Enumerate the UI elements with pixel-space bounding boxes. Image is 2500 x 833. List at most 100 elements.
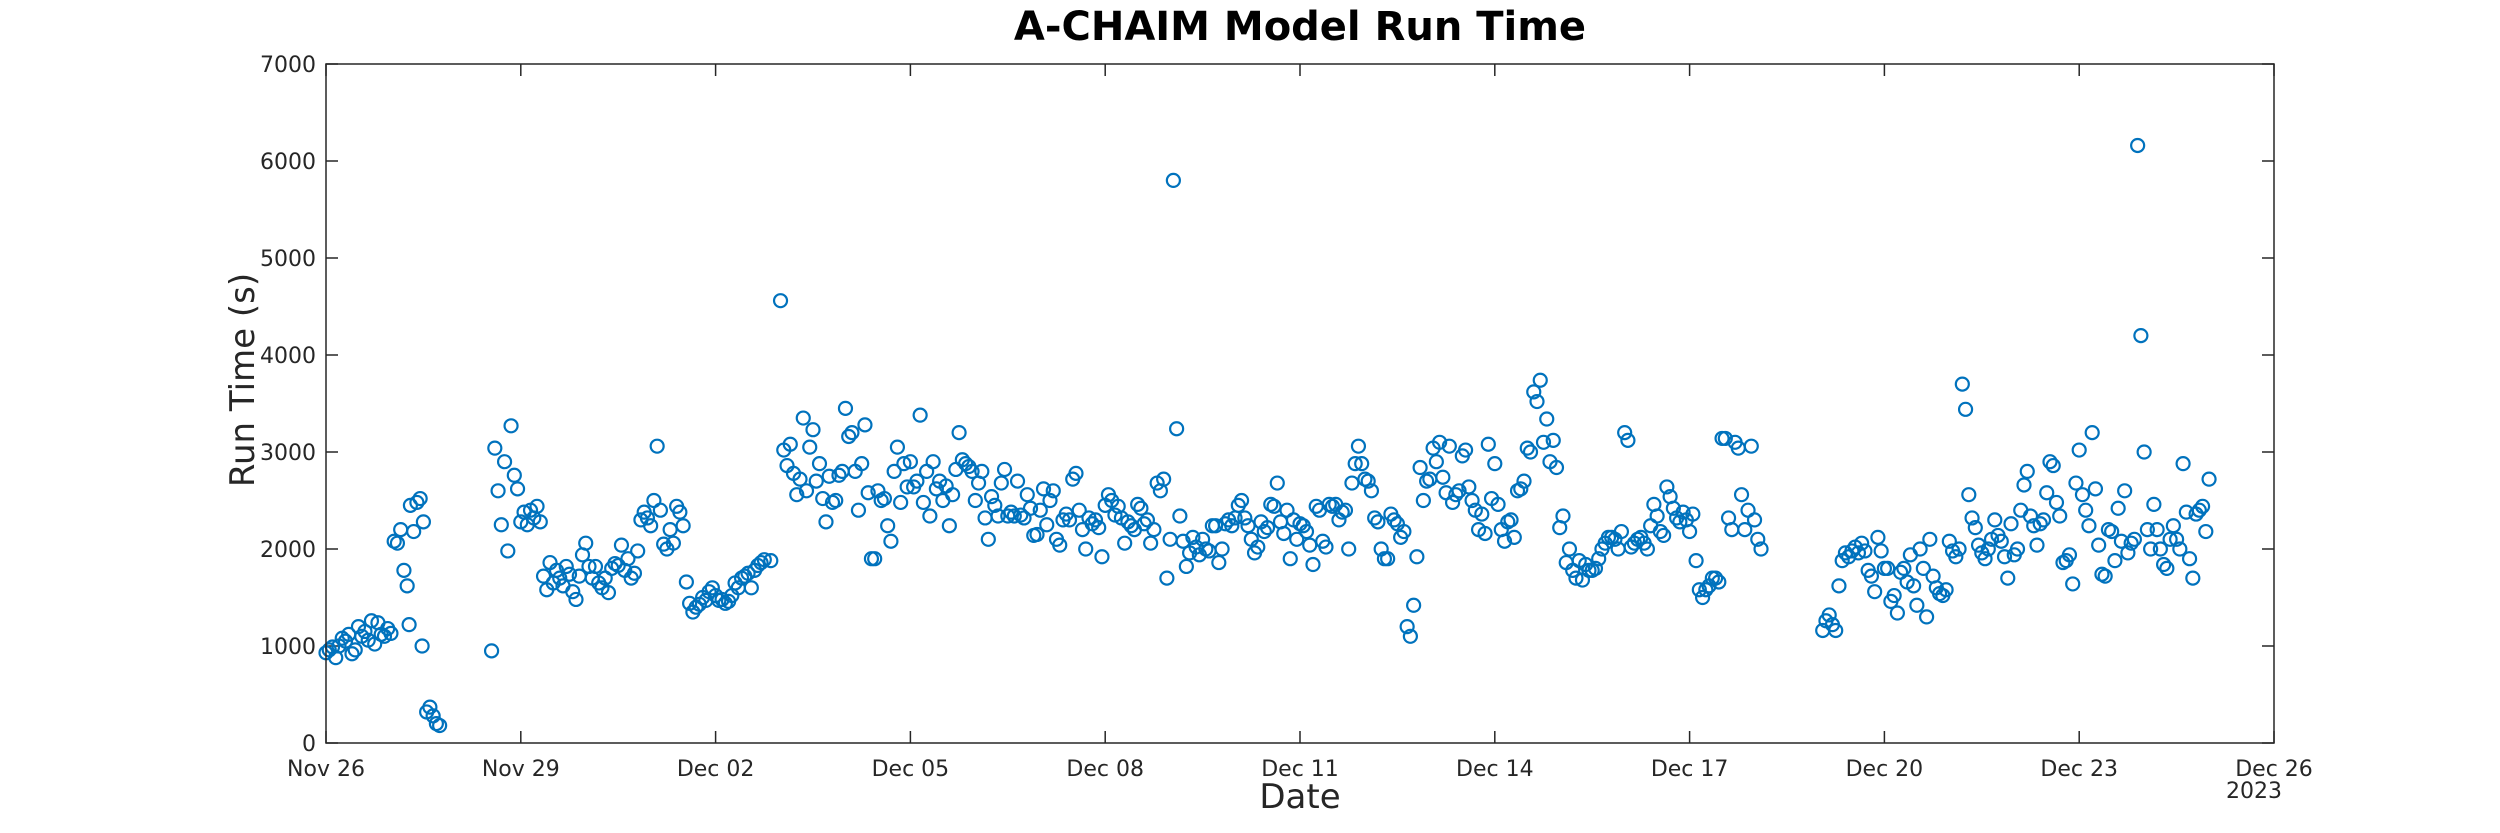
y-tick-label: 7000 <box>260 53 316 78</box>
data-point <box>1091 520 1107 536</box>
data-point <box>1919 609 1935 625</box>
data-point <box>422 699 438 715</box>
y-axis-label: Run Time (s) <box>223 273 263 487</box>
data-point <box>792 471 808 487</box>
data-point <box>2061 547 2078 563</box>
x-tick-label: Dec 05 <box>872 757 950 782</box>
data-point <box>347 642 363 658</box>
data-point <box>490 483 506 499</box>
data-point <box>1347 456 1363 472</box>
data-point <box>1863 568 1880 584</box>
data-point <box>1620 432 1636 448</box>
data-point <box>2107 553 2123 569</box>
data-point <box>1451 483 1467 499</box>
data-points <box>318 137 2217 734</box>
data-point <box>2042 454 2058 470</box>
data-point <box>1042 492 1058 509</box>
data-point <box>415 514 431 530</box>
axis-ticks: 0 1000 2000 3000 4000 5000 6000 7000 Nov 26 Nov 2… <box>260 53 2313 782</box>
data-point <box>578 535 594 551</box>
data-point <box>432 717 448 734</box>
data-point <box>1665 500 1681 516</box>
data-point <box>1886 587 1902 604</box>
data-point <box>1480 436 1496 452</box>
data-point <box>1694 589 1711 606</box>
data-point <box>1961 487 1977 503</box>
data-point <box>1282 551 1298 567</box>
data-point <box>1360 473 1376 489</box>
data-point <box>1539 411 1555 427</box>
data-point <box>1513 481 1529 497</box>
data-point <box>951 425 967 441</box>
data-point <box>1750 531 1766 547</box>
data-point <box>1912 541 1928 557</box>
data-point <box>1967 520 1983 536</box>
data-point <box>587 558 604 575</box>
data-point <box>1009 473 1026 489</box>
data-point <box>389 535 406 551</box>
data-point <box>1071 502 1087 518</box>
data-point <box>922 508 938 524</box>
plot-area-frame <box>325 63 2275 744</box>
data-point <box>503 418 519 434</box>
data-point <box>1652 523 1668 540</box>
data-point <box>1506 529 1522 545</box>
data-point <box>1587 560 1604 577</box>
data-point <box>1185 529 1201 545</box>
data-point <box>1130 496 1146 512</box>
data-point <box>1311 502 1328 518</box>
data-point <box>1432 434 1448 450</box>
data-point <box>568 591 584 608</box>
data-point <box>565 584 581 600</box>
data-point <box>993 475 1009 491</box>
data-point <box>2156 556 2172 573</box>
data-point <box>2120 545 2136 561</box>
data-point <box>1889 605 1905 621</box>
data-point <box>1941 533 1957 549</box>
data-point <box>876 490 893 507</box>
data-point <box>626 565 643 581</box>
data-point <box>409 494 425 511</box>
data-point <box>2087 481 2104 497</box>
data-point <box>2097 568 2113 584</box>
data-point <box>1951 541 1967 557</box>
data-point <box>841 428 857 445</box>
data-point <box>987 497 1003 513</box>
data-point <box>2201 471 2217 487</box>
data-point <box>1123 518 1139 534</box>
data-point <box>1159 570 1175 586</box>
data-point <box>896 456 912 472</box>
data-point <box>844 425 860 441</box>
data-point <box>1052 537 1068 553</box>
data-point <box>383 625 399 641</box>
data-point <box>1169 421 1185 437</box>
data-point <box>1399 618 1415 635</box>
data-point <box>1970 537 1987 553</box>
data-point <box>558 558 574 575</box>
data-point <box>860 485 876 501</box>
data-point <box>789 487 805 503</box>
data-point <box>821 468 837 484</box>
x-tick-label: Dec 08 <box>1066 757 1144 782</box>
data-point <box>1850 545 1867 561</box>
data-point <box>2175 456 2191 472</box>
data-point <box>1474 506 1490 522</box>
data-point <box>2110 500 2126 516</box>
x-axis-label: Date <box>1259 777 1340 817</box>
data-point <box>1672 514 1688 530</box>
data-point <box>1681 523 1698 540</box>
data-point <box>1656 527 1672 544</box>
data-point <box>2146 496 2162 512</box>
data-point <box>2074 487 2091 503</box>
data-point <box>1548 459 1565 476</box>
x-tick-label: Dec 26 <box>2235 757 2313 782</box>
data-point <box>506 467 522 483</box>
data-point <box>1029 526 1045 543</box>
data-point <box>1318 539 1334 555</box>
data-point <box>1019 487 1035 503</box>
data-point <box>665 535 681 551</box>
data-point <box>1659 479 1675 495</box>
data-point <box>672 504 688 520</box>
x-tick-label: Dec 14 <box>1456 757 1534 782</box>
data-point <box>1214 541 1230 557</box>
